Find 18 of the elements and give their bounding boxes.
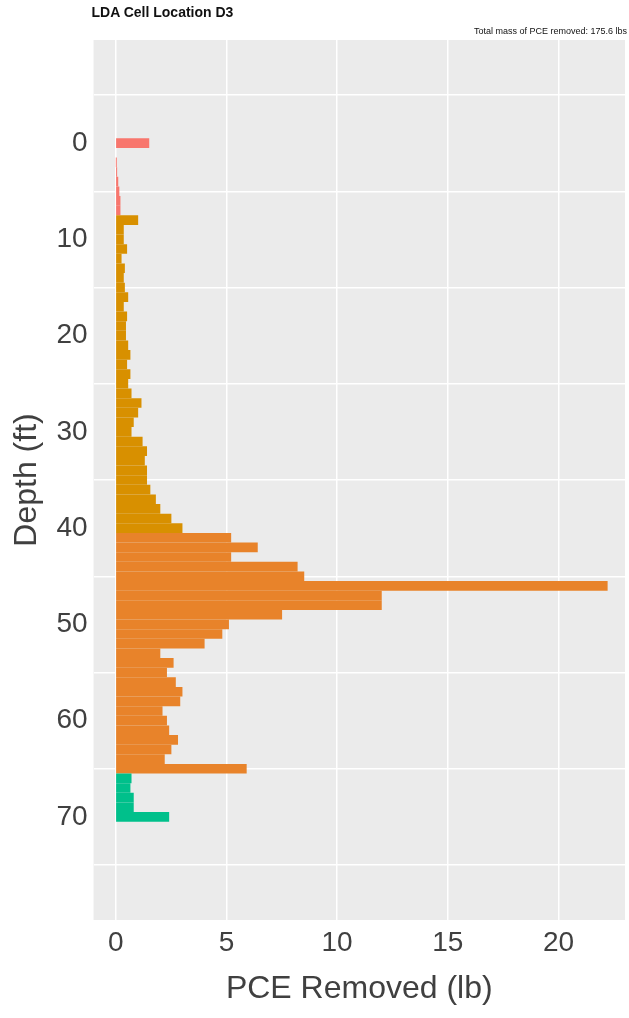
y-tick-label: 30 [56,414,88,446]
x-tick-label: 0 [107,925,124,957]
x-axis-title: PCE Removed (lb) [225,968,493,1005]
y-tick-label: 60 [56,703,88,735]
y-tick-label: 10 [56,222,88,254]
y-tick-label: 40 [56,510,88,542]
y-tick-label: 0 [71,125,88,157]
y-tick-label: 50 [56,607,88,639]
y-axis-title: Depth (ft) [7,413,44,547]
bar [116,138,150,148]
text: Total mass of PCE removed: 175.6 lbs [473,26,628,36]
y-tick-label: 70 [56,799,88,831]
y-tick-label: 20 [56,318,88,350]
x-tick-label: 15 [432,925,464,957]
x-tick-label: 10 [321,925,353,957]
x-tick-label: 5 [218,925,235,957]
chart-title: LDA Cell Location D3 [91,4,234,20]
x-tick-label: 20 [542,925,575,957]
